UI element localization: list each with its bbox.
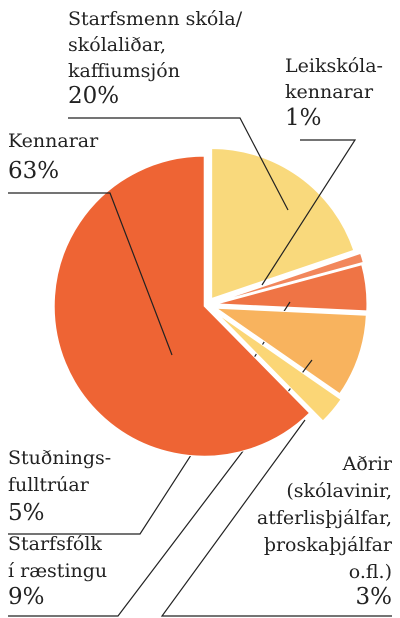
leader-line (160, 419, 392, 617)
value-label: 9% (8, 584, 45, 610)
leader-line (8, 192, 173, 356)
value-label: 63% (8, 158, 59, 184)
slice-label: skólaliðar, (68, 34, 166, 56)
slice-label: í ræstingu (8, 560, 107, 582)
pie-slice (214, 307, 367, 395)
slice-label: atferlisþjálfar, (257, 507, 392, 529)
pie-slice (218, 252, 364, 302)
value-label: 5% (8, 500, 45, 526)
value-label: 3% (356, 584, 393, 610)
leader-line (261, 139, 357, 286)
slice-label: fulltrúar (8, 474, 90, 496)
slice-label: Kennarar (8, 130, 99, 152)
slice-label: Stuðnings- (8, 447, 111, 469)
slice-label: kennarar (285, 81, 374, 103)
slice-label: (skólavinir, (286, 480, 392, 502)
slice-label: kaffiumsjón (68, 60, 180, 82)
slice-label: Aðrir (342, 453, 393, 475)
slice-label: Starfsmenn skóla/ (68, 8, 243, 30)
leader-line (68, 117, 289, 211)
slice-label: þroskaþjálfar (264, 534, 393, 556)
value-label: 20% (68, 83, 119, 109)
pie-slice (211, 147, 355, 300)
slice-label: o.fl.) (349, 561, 392, 583)
value-label: 1% (285, 105, 322, 131)
slice-label: Leikskóla- (285, 55, 383, 77)
slice-label: Starfsfólk (8, 533, 102, 555)
pie-slice (216, 264, 368, 312)
pie-slice (217, 313, 342, 422)
pie-slice (53, 155, 311, 457)
